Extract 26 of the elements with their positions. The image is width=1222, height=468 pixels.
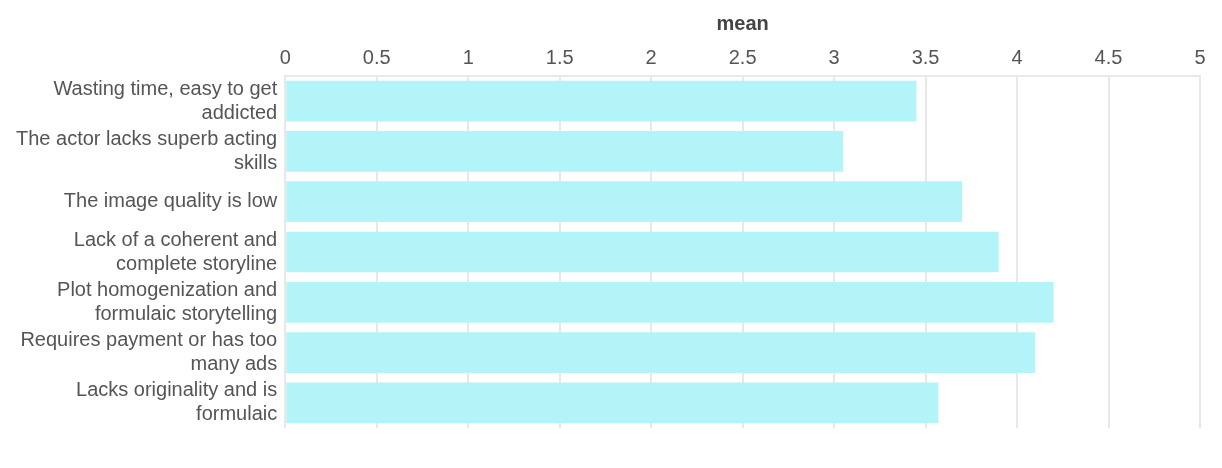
x-tick-label: 2.5: [728, 45, 757, 68]
y-tick-label: Requires payment or has too many ads: [20, 328, 278, 375]
y-tick-label: The image quality is low: [63, 189, 278, 212]
bar: [286, 231, 999, 273]
x-tick-label: 4.5: [1094, 45, 1123, 68]
bar: [286, 131, 844, 172]
x-tick-label: 0: [279, 45, 291, 68]
x-tick-label: 5: [1194, 45, 1206, 68]
x-tick-label: 2: [645, 45, 657, 68]
x-tick-label: 3.5: [911, 45, 940, 68]
x-tick-label: 1: [462, 45, 474, 68]
x-tick-label: 4: [1011, 45, 1023, 68]
x-tick-label: 0.5: [362, 45, 391, 68]
bar: [286, 382, 939, 424]
y-tick-label: The actor lacks superb acting skills: [15, 126, 278, 173]
x-tick-label: 1.5: [545, 45, 574, 68]
y-tick-label: Wasting time, easy to get addicted: [53, 76, 278, 123]
y-tick-label: Lack of a coherent and complete storyline: [73, 227, 278, 274]
x-axis-title: mean: [716, 11, 769, 34]
bar: [286, 332, 1036, 373]
y-tick-label: Plot homogenization and formulaic storytelling: [57, 277, 278, 324]
bar: [286, 281, 1054, 323]
bar: [286, 80, 917, 122]
x-tick-label: 3: [828, 45, 840, 68]
bar: [286, 181, 963, 223]
y-tick-label: Lacks originality and is formulaic: [76, 378, 278, 425]
